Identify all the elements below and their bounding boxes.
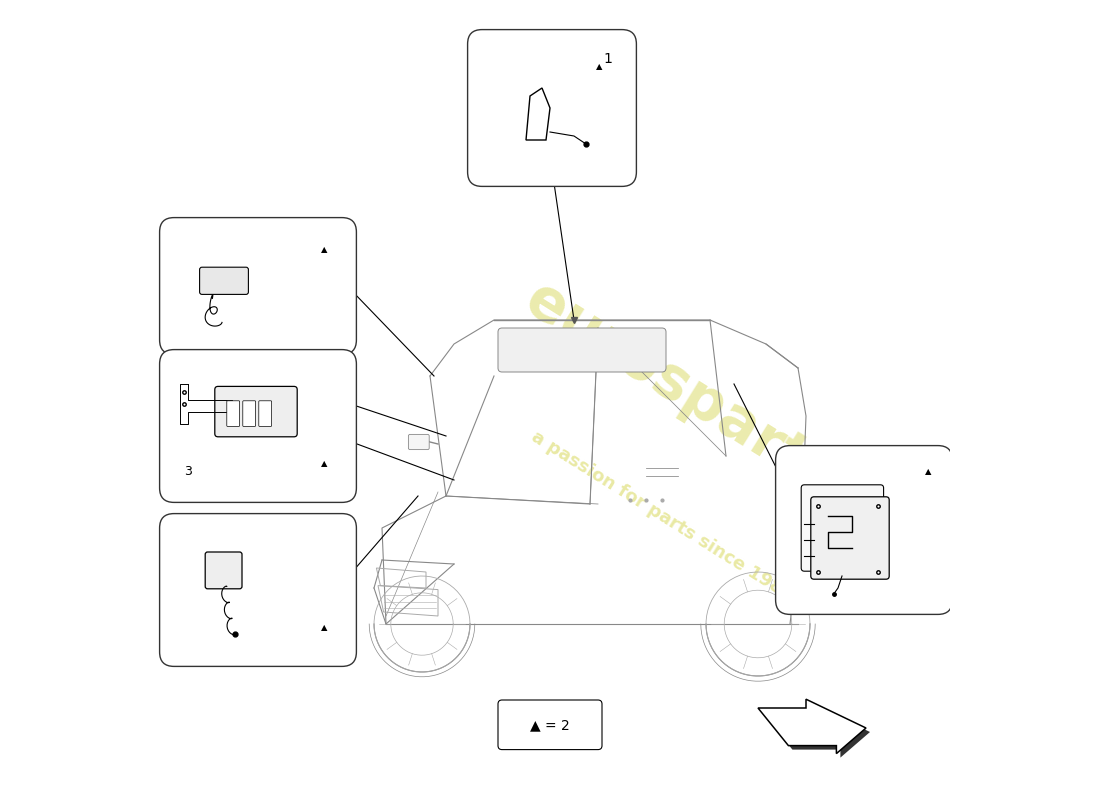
FancyBboxPatch shape (160, 350, 356, 502)
Text: eurospartes: eurospartes (515, 270, 881, 530)
Text: 3: 3 (184, 466, 191, 478)
FancyBboxPatch shape (498, 700, 602, 750)
FancyBboxPatch shape (214, 386, 297, 437)
Text: a passion for parts since 1985: a passion for parts since 1985 (528, 427, 796, 605)
FancyBboxPatch shape (160, 514, 356, 666)
Text: ▲: ▲ (321, 459, 328, 469)
FancyBboxPatch shape (801, 485, 883, 571)
Text: ▲ = 2: ▲ = 2 (530, 718, 570, 732)
Text: 1: 1 (604, 52, 613, 66)
FancyBboxPatch shape (160, 218, 356, 354)
FancyBboxPatch shape (206, 552, 242, 589)
Polygon shape (758, 699, 866, 754)
Text: ▲: ▲ (321, 245, 328, 254)
Text: ▲: ▲ (925, 467, 932, 477)
FancyBboxPatch shape (789, 474, 806, 522)
FancyBboxPatch shape (243, 401, 255, 426)
Polygon shape (762, 703, 870, 758)
FancyBboxPatch shape (811, 497, 889, 579)
Text: ▲: ▲ (321, 623, 328, 633)
FancyBboxPatch shape (199, 267, 249, 294)
FancyBboxPatch shape (498, 328, 666, 372)
FancyBboxPatch shape (258, 401, 272, 426)
FancyBboxPatch shape (227, 401, 240, 426)
FancyBboxPatch shape (776, 446, 953, 614)
Text: ▲: ▲ (596, 62, 603, 71)
FancyBboxPatch shape (408, 434, 429, 450)
FancyBboxPatch shape (468, 30, 637, 186)
